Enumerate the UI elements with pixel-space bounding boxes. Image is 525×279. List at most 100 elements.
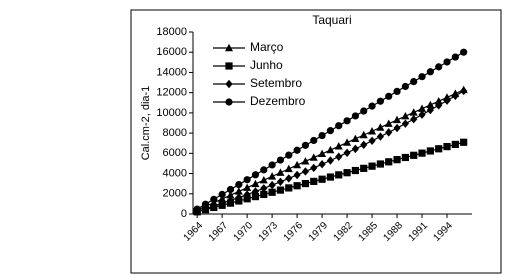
x-tick-label: 1991 [407, 220, 431, 244]
data-point [318, 175, 326, 183]
data-point [268, 161, 276, 169]
data-point [260, 184, 268, 193]
data-point [335, 171, 343, 179]
data-point [451, 91, 459, 101]
data-point [293, 170, 301, 180]
data-point [276, 177, 285, 186]
legend-marker [225, 62, 233, 70]
data-point [443, 143, 451, 151]
y-tick-label: 8000 [163, 127, 187, 139]
data-point [451, 53, 459, 61]
data-point [243, 195, 251, 203]
data-point [409, 108, 418, 116]
data-point [401, 153, 409, 162]
data-point [451, 140, 459, 149]
data-point [226, 190, 235, 199]
data-point [376, 97, 384, 105]
data-point [201, 204, 210, 214]
data-point [359, 130, 368, 139]
data-point [385, 128, 393, 137]
y-tick-label: 14000 [156, 66, 187, 78]
x-tick-label: 1967 [207, 220, 231, 244]
data-point [401, 82, 409, 91]
data-point [201, 200, 210, 208]
x-tick-label: 1994 [431, 220, 455, 244]
data-point [259, 175, 268, 184]
data-point [218, 194, 227, 203]
data-point [310, 177, 318, 185]
x-tick-label: 1973 [257, 220, 281, 244]
y-tick-label: 16000 [156, 46, 187, 58]
data-point [285, 151, 293, 159]
data-point [210, 201, 218, 211]
y-tick-label: 12000 [156, 87, 187, 99]
data-point [276, 156, 285, 164]
data-point [226, 196, 235, 205]
data-point [368, 127, 377, 135]
data-point [218, 190, 226, 198]
data-point [193, 205, 201, 213]
data-point [309, 153, 318, 161]
data-point [301, 179, 310, 188]
x-tick-label: 1976 [282, 220, 306, 244]
data-point [360, 107, 368, 115]
y-tick-label: 10000 [156, 107, 187, 119]
data-point [326, 145, 335, 154]
y-tick-label: 2000 [163, 188, 187, 200]
data-point [235, 180, 243, 189]
data-point [326, 156, 335, 165]
data-point [251, 193, 260, 201]
data-point [343, 117, 351, 125]
data-point [243, 176, 251, 184]
x-tick-label: 1979 [307, 220, 331, 244]
data-point [460, 138, 468, 146]
data-point [393, 87, 401, 96]
legend-label: Dezembro [250, 94, 306, 108]
data-point [343, 138, 352, 146]
data-point [435, 63, 443, 71]
data-point [368, 162, 376, 170]
data-point [284, 164, 293, 173]
data-point [268, 172, 277, 180]
y-tick-label: 18000 [156, 26, 187, 38]
data-point [243, 183, 252, 191]
data-point [260, 190, 268, 199]
data-point [426, 100, 435, 109]
data-point [360, 164, 368, 172]
x-tick-label: 1964 [182, 220, 206, 244]
data-point [393, 123, 401, 133]
data-point [318, 160, 326, 169]
data-point [376, 123, 385, 131]
data-point [401, 119, 409, 128]
data-point [435, 101, 443, 110]
legend-marker [225, 43, 233, 52]
data-point [410, 151, 418, 159]
data-point [426, 147, 434, 155]
data-point [301, 157, 310, 165]
data-point [351, 112, 360, 120]
data-point [251, 179, 260, 188]
data-point [410, 77, 418, 86]
data-point [235, 193, 243, 202]
data-point [226, 185, 235, 194]
data-point [293, 182, 301, 190]
data-point [260, 166, 268, 174]
data-point [276, 186, 285, 194]
data-point [310, 136, 318, 145]
data-point [334, 142, 343, 150]
data-point [385, 92, 393, 100]
data-point [301, 167, 310, 176]
data-point [410, 115, 418, 124]
data-point [293, 146, 301, 154]
x-tick-label: 1982 [332, 220, 356, 244]
data-point [393, 156, 401, 164]
data-point [335, 122, 343, 130]
data-point [276, 168, 285, 176]
data-point [326, 127, 335, 135]
data-point [368, 136, 376, 145]
data-point [460, 48, 468, 56]
data-point [335, 152, 343, 161]
data-point [351, 134, 360, 142]
data-point [385, 158, 393, 166]
